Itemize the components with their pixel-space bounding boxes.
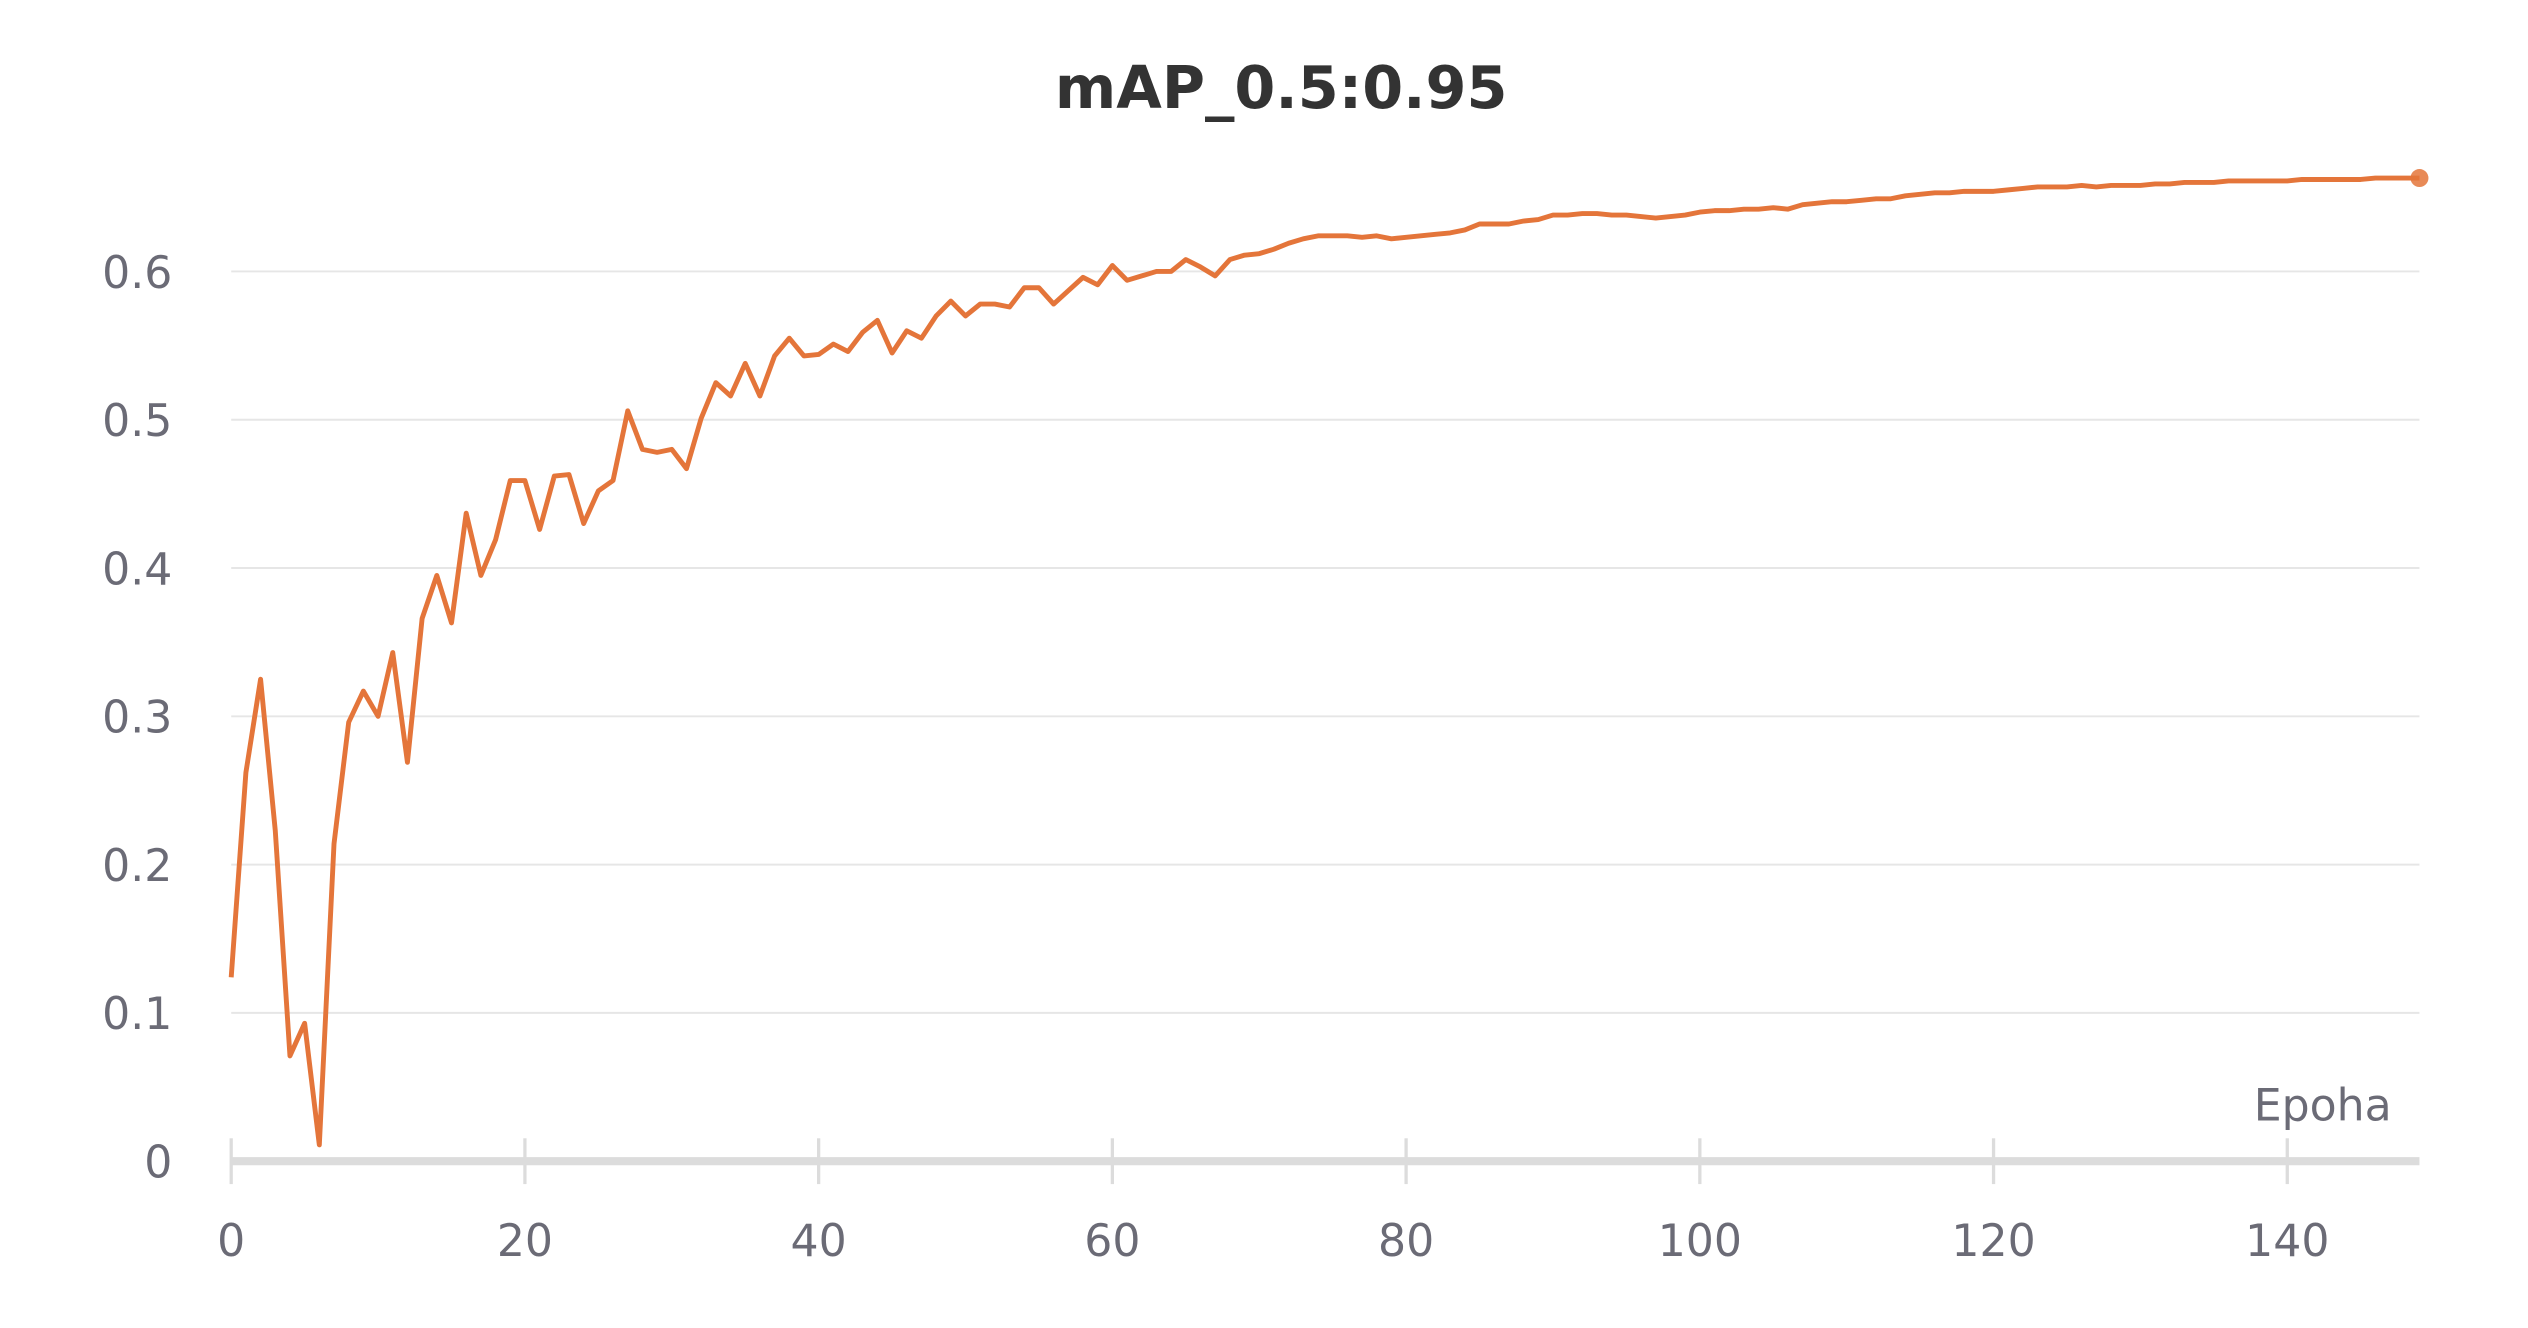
x-tick-label: 40 [791, 1216, 847, 1267]
x-tick-label: 140 [2245, 1216, 2329, 1267]
x-axis-label: Epoha [2254, 1080, 2392, 1131]
x-tick-label: 0 [217, 1216, 245, 1267]
x-tick-label: 100 [1658, 1216, 1742, 1267]
x-tick-label: 60 [1084, 1216, 1140, 1267]
last-point-marker [2410, 169, 2429, 188]
x-tick-label: 120 [1951, 1216, 2035, 1267]
x-tick-label: 20 [497, 1216, 553, 1267]
y-tick-label: 0.4 [102, 544, 172, 595]
y-tick-label: 0.5 [102, 396, 172, 447]
chart-title: mAP_0.5:0.95 [1055, 53, 1507, 122]
x-tick-label: 80 [1378, 1216, 1434, 1267]
y-tick-label: 0.3 [102, 693, 172, 744]
data-line [228, 175, 2420, 1148]
y-tick-label: 0.1 [102, 989, 172, 1040]
y-tick-label: 0 [144, 1138, 172, 1189]
y-tick-label: 0.6 [102, 248, 172, 299]
y-tick-label: 0.2 [102, 841, 172, 892]
